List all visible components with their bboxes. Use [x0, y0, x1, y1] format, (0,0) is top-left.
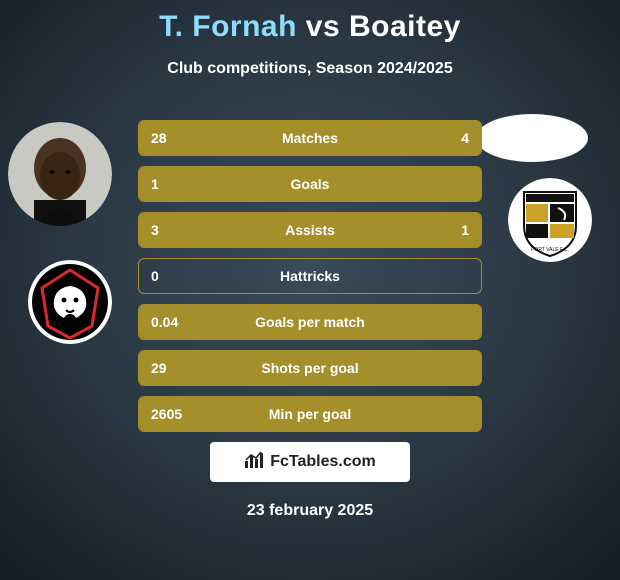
stat-row: 3Assists1: [138, 212, 482, 248]
stat-label: Goals: [139, 176, 481, 192]
stat-label: Matches: [139, 130, 481, 146]
page-title: T. Fornah vs Boaitey: [0, 0, 620, 44]
player-photo-icon: [8, 122, 112, 226]
stat-label: Hattricks: [139, 268, 481, 284]
stat-row: 0.04Goals per match: [138, 304, 482, 340]
svg-text:PORT VALE F.C.: PORT VALE F.C.: [531, 247, 569, 253]
stat-row: 2605Min per goal: [138, 396, 482, 432]
player2-avatar: [472, 110, 592, 166]
player-photo-icon: [472, 110, 592, 166]
stat-row: 0Hattricks: [138, 258, 482, 294]
stat-row: 28Matches4: [138, 120, 482, 156]
stat-row: 29Shots per goal: [138, 350, 482, 386]
comparison-card: T. Fornah vs Boaitey Club competitions, …: [0, 0, 620, 580]
brand-text: FcTables.com: [270, 453, 376, 471]
stat-label: Goals per match: [139, 314, 481, 330]
stat-right-value: 1: [461, 222, 469, 238]
footer-date: 23 february 2025: [0, 502, 620, 520]
player1-name: T. Fornah: [159, 10, 297, 43]
stats-container: 28Matches41Goals3Assists10Hattricks0.04G…: [138, 120, 482, 442]
bar-chart-icon: [244, 451, 264, 474]
port-vale-crest-icon: PORT VALE F.C.: [508, 178, 592, 262]
stat-right-value: 4: [461, 130, 469, 146]
brand-badge[interactable]: FcTables.com: [210, 442, 410, 482]
player1-avatar: [8, 122, 112, 226]
stat-label: Shots per goal: [139, 360, 481, 376]
player2-club-crest: PORT VALE F.C.: [508, 178, 592, 262]
vs-text: vs: [297, 10, 349, 43]
stat-row: 1Goals: [138, 166, 482, 202]
player2-name: Boaitey: [349, 10, 461, 43]
stat-label: Min per goal: [139, 406, 481, 422]
subtitle: Club competitions, Season 2024/2025: [0, 60, 620, 78]
salford-city-crest-icon: [28, 260, 112, 344]
stat-label: Assists: [139, 222, 481, 238]
player1-club-crest: [28, 260, 112, 344]
